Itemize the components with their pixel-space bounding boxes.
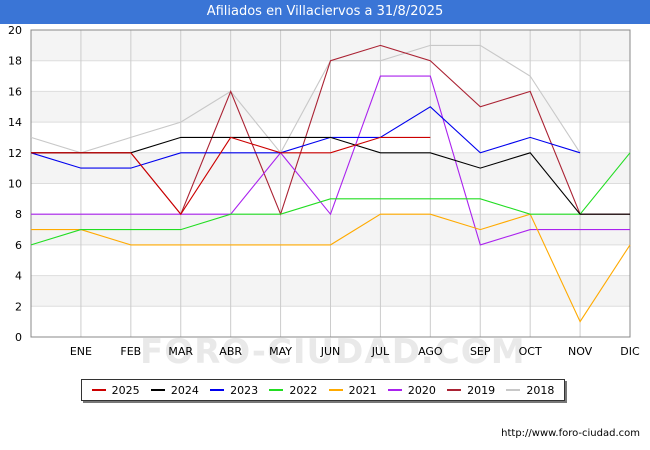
legend-swatch bbox=[387, 389, 402, 391]
legend-swatch bbox=[328, 389, 343, 391]
series-line-2022 bbox=[30, 152, 631, 246]
x-tick-label: JUL bbox=[371, 345, 390, 358]
y-tick-label: 2 bbox=[15, 300, 22, 313]
y-tick-label: 0 bbox=[15, 331, 22, 344]
chart-title: Afiliados en Villaciervos a 31/8/2025 bbox=[0, 0, 650, 24]
series-line-2023 bbox=[30, 106, 581, 169]
legend-item-2023: 2023 bbox=[210, 384, 258, 397]
x-tick-label: ABR bbox=[219, 345, 242, 358]
x-tick-label: DIC bbox=[620, 345, 640, 358]
x-tick-label: JUN bbox=[320, 345, 341, 358]
legend-item-2021: 2021 bbox=[328, 383, 377, 397]
legend-swatch bbox=[447, 389, 462, 391]
legend-label: 2019 bbox=[467, 383, 496, 397]
x-tick-label: OCT bbox=[519, 345, 542, 358]
y-tick-label: 12 bbox=[8, 147, 22, 160]
legend-item-2024: 2024 bbox=[150, 383, 199, 397]
legend-item-2018: 2018 bbox=[506, 384, 554, 397]
legend-item-2020: 2020 bbox=[387, 383, 436, 397]
x-tick-label: MAR bbox=[168, 345, 193, 358]
legend-item-2019: 2019 bbox=[447, 384, 495, 397]
x-tick-label: SEP bbox=[470, 345, 491, 358]
y-tick-label: 8 bbox=[15, 208, 22, 221]
watermark: FORO-CIUDAD.COM bbox=[140, 332, 526, 372]
series-line-2025 bbox=[31, 136, 431, 216]
legend-swatch bbox=[269, 389, 284, 391]
y-tick-label: 16 bbox=[8, 85, 22, 98]
series-line-2018 bbox=[30, 44, 581, 154]
legend-label: 2025 bbox=[111, 383, 140, 397]
y-tick-label: 20 bbox=[8, 24, 22, 37]
y-tick-label: 4 bbox=[15, 270, 22, 283]
legend-label: 2018 bbox=[526, 383, 555, 397]
legend-label: 2020 bbox=[407, 383, 436, 397]
series-line-2020 bbox=[31, 75, 630, 246]
y-tick-label: 10 bbox=[8, 178, 22, 191]
legend-label: 2022 bbox=[289, 383, 318, 397]
legend-label: 2021 bbox=[348, 383, 377, 397]
legend-swatch bbox=[506, 389, 521, 391]
legend-label: 2024 bbox=[170, 383, 199, 397]
legend-label: 2023 bbox=[230, 383, 259, 397]
y-tick-label: 6 bbox=[15, 239, 22, 252]
legend-swatch bbox=[210, 389, 225, 391]
legend-item-2025: 2025 bbox=[91, 383, 140, 397]
x-tick-label: ENE bbox=[70, 345, 92, 358]
legend-item-2022: 2022 bbox=[269, 384, 317, 397]
legend-swatch bbox=[150, 389, 165, 391]
y-tick-label: 14 bbox=[8, 116, 22, 129]
x-tick-label: AGO bbox=[418, 345, 443, 358]
source-url[interactable]: http://www.foro-ciudad.com bbox=[501, 428, 640, 439]
x-tick-label: NOV bbox=[568, 345, 593, 358]
x-tick-label: FEB bbox=[120, 345, 141, 358]
x-tick-label: MAY bbox=[269, 345, 292, 358]
legend-swatch bbox=[91, 389, 106, 391]
chart-legend: 2025 2024 2023 2022 2021 2020 2019 2018 bbox=[81, 379, 565, 401]
plot-frame bbox=[30, 29, 631, 338]
y-tick-label: 18 bbox=[8, 55, 22, 68]
